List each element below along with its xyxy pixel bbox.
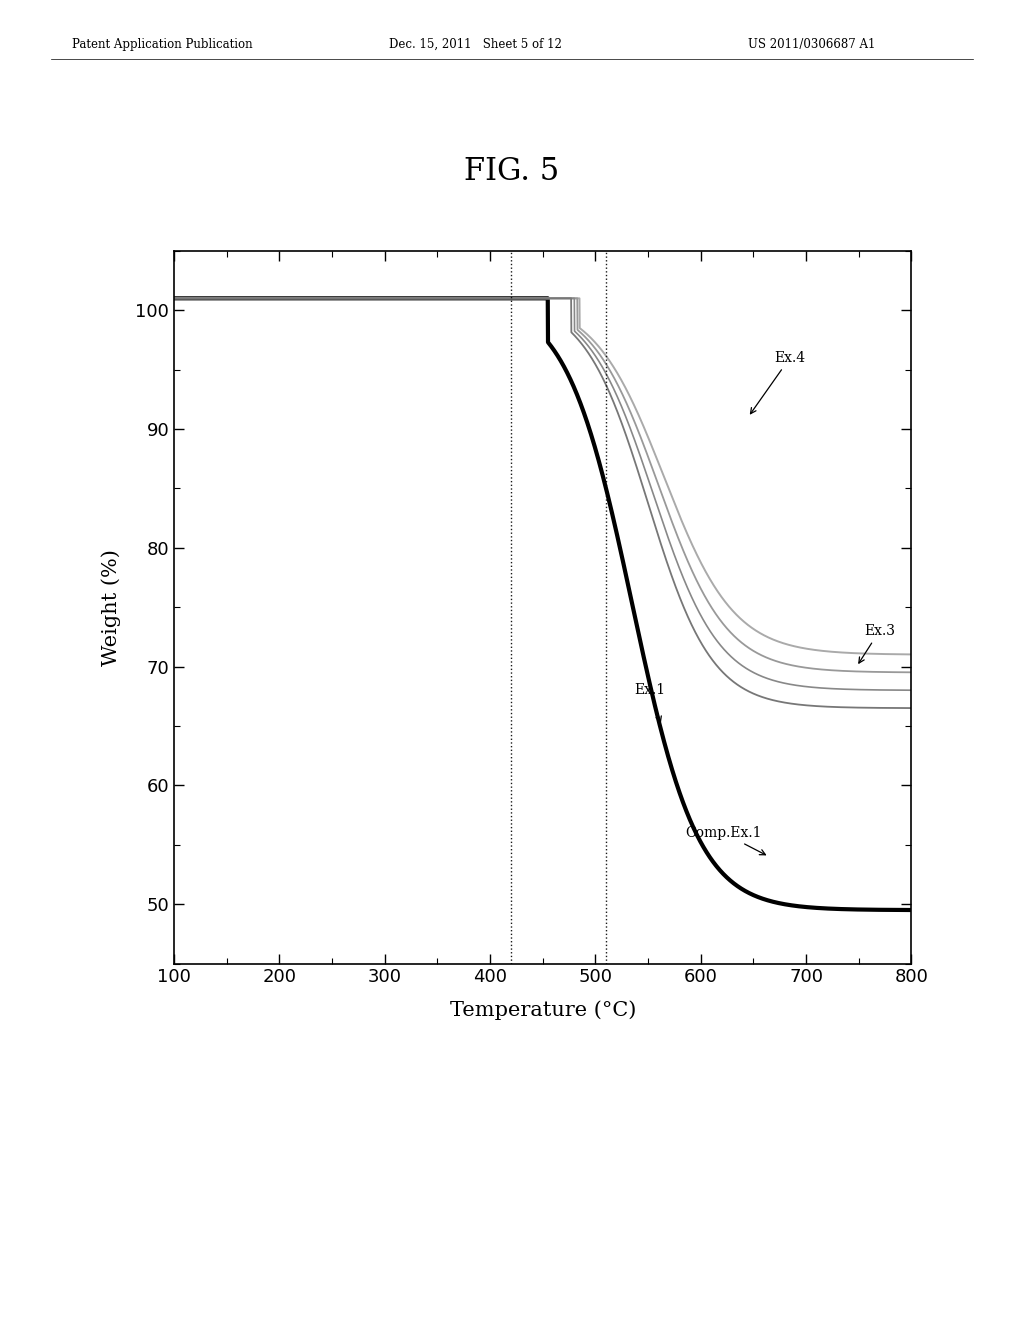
Text: US 2011/0306687 A1: US 2011/0306687 A1 [748,37,874,50]
Y-axis label: Weight (%): Weight (%) [101,549,122,665]
Text: Comp.Ex.1: Comp.Ex.1 [685,826,766,855]
Text: Patent Application Publication: Patent Application Publication [72,37,252,50]
Text: Dec. 15, 2011   Sheet 5 of 12: Dec. 15, 2011 Sheet 5 of 12 [389,37,562,50]
X-axis label: Temperature (°C): Temperature (°C) [450,1001,636,1020]
Text: Ex.4: Ex.4 [751,351,806,413]
Text: Ex.1: Ex.1 [634,684,666,722]
Text: Ex.3: Ex.3 [859,624,895,663]
Text: FIG. 5: FIG. 5 [464,156,560,187]
